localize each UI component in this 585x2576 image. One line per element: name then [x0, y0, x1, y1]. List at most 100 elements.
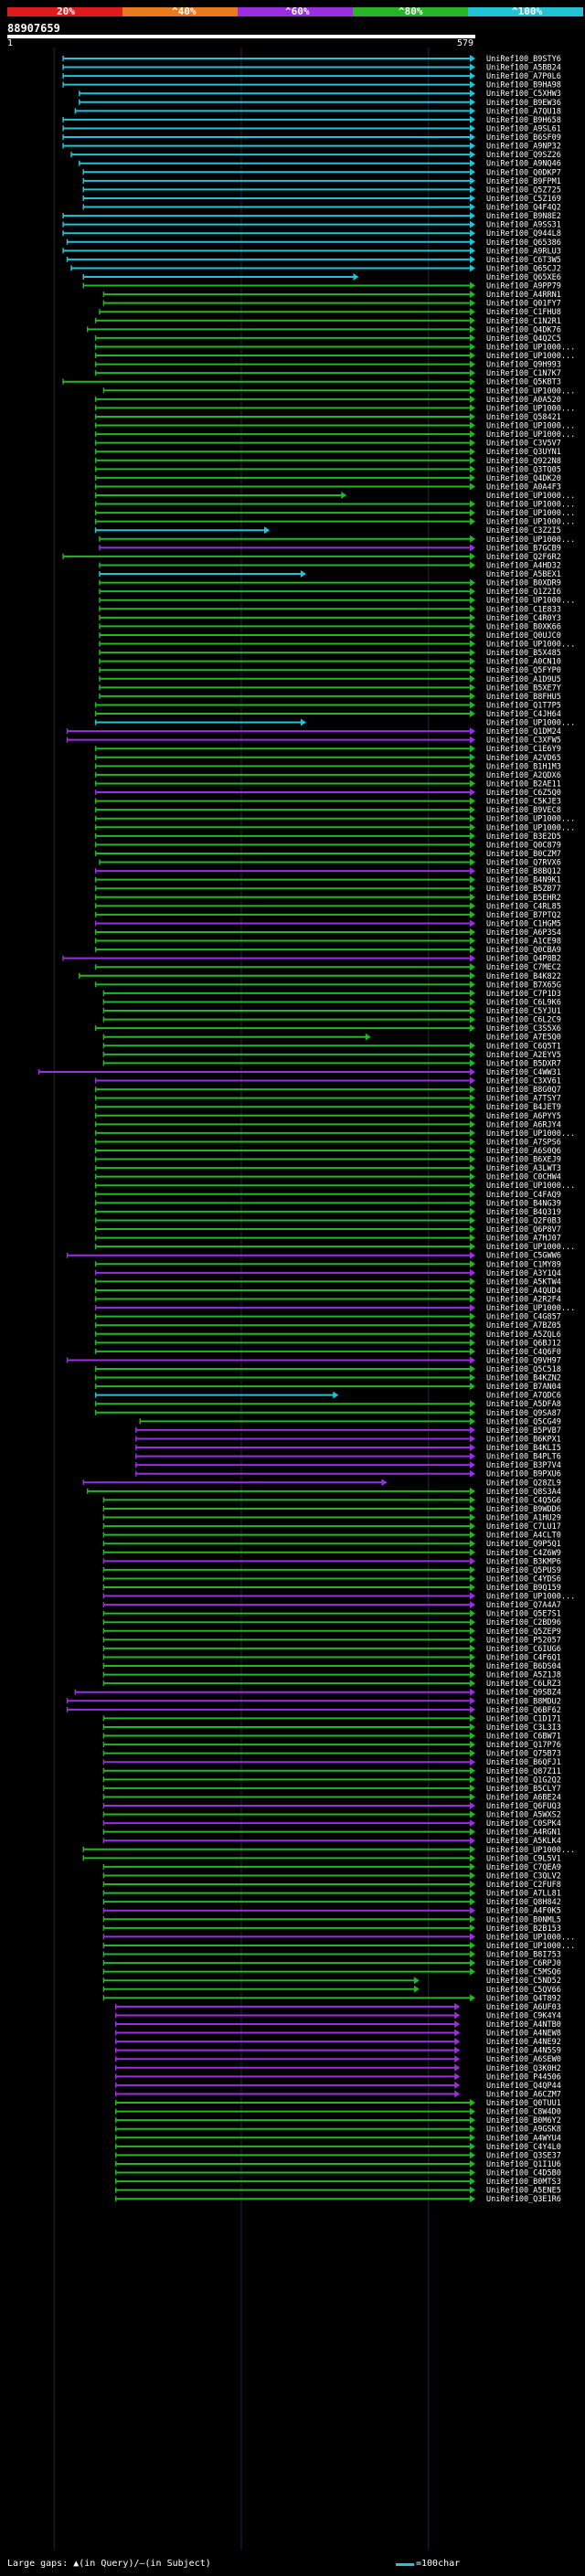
- hit-label[interactable]: UniRef100_A4NE92: [486, 2038, 561, 2047]
- hit-row[interactable]: UniRef100_Q7RVX6: [99, 858, 561, 868]
- hit-row[interactable]: UniRef100_Q9SA87: [94, 1408, 561, 1418]
- hit-row[interactable]: UniRef100_Q6P8V7: [94, 1225, 561, 1235]
- hit-label[interactable]: UniRef100_B0NML5: [486, 1915, 561, 1924]
- hit-label[interactable]: UniRef100_Q8H842: [486, 1898, 561, 1907]
- hit-label[interactable]: UniRef100_B9EW36: [486, 99, 561, 108]
- hit-row[interactable]: UniRef100_B5DXR7: [102, 1059, 561, 1068]
- hit-row[interactable]: UniRef100_A7QDC6: [94, 1391, 561, 1401]
- hit-label[interactable]: UniRef100_A6BE24: [486, 1793, 561, 1802]
- hit-row[interactable]: UniRef100_A9PP79: [82, 281, 561, 292]
- hit-row[interactable]: UniRef100_B8BQ12: [94, 867, 561, 876]
- hit-label[interactable]: UniRef100_A1HU29: [486, 1514, 561, 1523]
- hit-row[interactable]: UniRef100_C1D171: [102, 1714, 561, 1723]
- hit-row[interactable]: UniRef100_Q0CBA9: [94, 946, 561, 955]
- hit-label[interactable]: UniRef100_UP1000...: [486, 518, 575, 527]
- hit-label[interactable]: UniRef100_Q0DKP7: [486, 168, 561, 177]
- hit-row[interactable]: UniRef100_Q944L8: [62, 229, 561, 239]
- hit-row[interactable]: UniRef100_C7QEA9: [102, 1862, 561, 1872]
- hit-row[interactable]: UniRef100_UP1000...: [94, 404, 576, 413]
- hit-row[interactable]: UniRef100_C6Z5Q0: [94, 789, 561, 798]
- hit-row[interactable]: UniRef100_Q5PUS9: [102, 1565, 561, 1575]
- hit-row[interactable]: UniRef100_A5DFA8: [94, 1400, 561, 1409]
- hit-row[interactable]: UniRef100_UP1000...: [94, 430, 576, 440]
- hit-label[interactable]: UniRef100_Q65386: [486, 239, 561, 248]
- hit-label[interactable]: UniRef100_Q5FYP0: [486, 666, 561, 675]
- hit-label[interactable]: UniRef100_A4RRN1: [486, 291, 561, 300]
- hit-row[interactable]: UniRef100_C1E833: [99, 605, 561, 614]
- hit-row[interactable]: UniRef100_A7TSY7: [94, 1094, 561, 1104]
- hit-label[interactable]: UniRef100_C0SPK4: [486, 1819, 561, 1829]
- hit-label[interactable]: UniRef100_A6UF03: [486, 2003, 561, 2012]
- hit-label[interactable]: UniRef100_Q4DK20: [486, 474, 561, 483]
- hit-label[interactable]: UniRef100_UP1000...: [486, 641, 575, 650]
- hit-row[interactable]: UniRef100_A6UF03: [114, 2002, 561, 2012]
- hit-label[interactable]: UniRef100_A5KLK4: [486, 1837, 561, 1846]
- hit-row[interactable]: UniRef100_UP1000...: [99, 535, 575, 545]
- hit-row[interactable]: UniRef100_B9STY6: [62, 55, 561, 64]
- hit-label[interactable]: UniRef100_Q1I1U6: [486, 2160, 561, 2169]
- hit-label[interactable]: UniRef100_A7SPS6: [486, 1138, 561, 1147]
- hit-label[interactable]: UniRef100_C2BD96: [486, 1618, 561, 1627]
- hit-label[interactable]: UniRef100_C6LRZ3: [486, 1680, 561, 1689]
- hit-label[interactable]: UniRef100_Q4F4Q2: [486, 204, 561, 213]
- hit-row[interactable]: UniRef100_C1N2R1: [94, 316, 561, 326]
- hit-label[interactable]: UniRef100_C5ND52: [486, 1977, 561, 1986]
- hit-label[interactable]: UniRef100_B6SF09: [486, 133, 561, 143]
- hit-row[interactable]: UniRef100_A4RGN1: [102, 1828, 561, 1838]
- hit-row[interactable]: UniRef100_UP1000...: [99, 596, 575, 606]
- hit-row[interactable]: UniRef100_B2B153: [102, 1924, 561, 1934]
- hit-row[interactable]: UniRef100_Q4QP44: [114, 2081, 561, 2091]
- hit-label[interactable]: UniRef100_C3S5X6: [486, 1024, 561, 1034]
- hit-row[interactable]: UniRef100_B1H1M3: [94, 762, 561, 771]
- hit-row[interactable]: UniRef100_A7QU18: [74, 107, 561, 116]
- hit-label[interactable]: UniRef100_B1H1M3: [486, 762, 561, 771]
- hit-label[interactable]: UniRef100_C7P1D3: [486, 990, 561, 999]
- hit-row[interactable]: UniRef100_Q9H993: [94, 360, 561, 370]
- hit-row[interactable]: UniRef100_UP1000...: [94, 352, 576, 361]
- hit-label[interactable]: UniRef100_C6Q5T1: [486, 1042, 561, 1051]
- hit-label[interactable]: UniRef100_Q9VH97: [486, 1356, 561, 1365]
- hit-label[interactable]: UniRef100_B3KMP6: [486, 1557, 561, 1566]
- hit-row[interactable]: UniRef100_Q0UJC0: [99, 631, 561, 641]
- hit-row[interactable]: UniRef100_Q0DKP7: [82, 168, 561, 177]
- hit-row[interactable]: UniRef100_C1N7K7: [94, 369, 561, 378]
- hit-label[interactable]: UniRef100_A3Y1Q4: [486, 1269, 561, 1278]
- hit-row[interactable]: UniRef100_C1E6Y9: [94, 745, 561, 754]
- hit-label[interactable]: UniRef100_Q2F6R2: [486, 553, 561, 562]
- hit-label[interactable]: UniRef100_B7GCB9: [486, 544, 561, 553]
- hit-row[interactable]: UniRef100_C7LU17: [102, 1522, 561, 1532]
- hit-label[interactable]: UniRef100_C1FHU8: [486, 308, 561, 317]
- hit-label[interactable]: UniRef100_C5Z169: [486, 195, 561, 204]
- hit-label[interactable]: UniRef100_UP1000...: [486, 1129, 575, 1139]
- hit-row[interactable]: UniRef100_Q3TQ05: [94, 465, 561, 474]
- hit-label[interactable]: UniRef100_A3LWT3: [486, 1164, 561, 1173]
- hit-row[interactable]: UniRef100_A6PYY5: [94, 1111, 561, 1121]
- hit-row[interactable]: UniRef100_A6SEW0: [114, 2055, 561, 2064]
- hit-label[interactable]: UniRef100_C6RPJ0: [486, 1959, 561, 1968]
- hit-row[interactable]: UniRef100_B9WDD6: [102, 1504, 561, 1514]
- hit-label[interactable]: UniRef100_B2B153: [486, 1924, 561, 1934]
- hit-row[interactable]: UniRef100_B4NG39: [94, 1199, 561, 1208]
- hit-row[interactable]: UniRef100_A6S0Q6: [94, 1147, 561, 1156]
- hit-row[interactable]: UniRef100_C5KJE3: [94, 797, 561, 807]
- hit-label[interactable]: UniRef100_B5ZB77: [486, 885, 561, 894]
- hit-row[interactable]: UniRef100_A9GSK8: [114, 2125, 561, 2135]
- hit-row[interactable]: UniRef100_A9SS31: [62, 220, 561, 230]
- hit-label[interactable]: UniRef100_C8W4D0: [486, 2108, 561, 2117]
- hit-label[interactable]: UniRef100_B0MTS3: [486, 2178, 561, 2187]
- hit-row[interactable]: UniRef100_Q3E1R6: [114, 2195, 561, 2204]
- hit-label[interactable]: UniRef100_A5DFA8: [486, 1400, 561, 1409]
- hit-row[interactable]: UniRef100_C6RPJ0: [102, 1959, 561, 1968]
- hit-row[interactable]: UniRef100_UP1000...: [102, 1933, 575, 1942]
- hit-row[interactable]: UniRef100_C6L9K6: [102, 998, 561, 1007]
- hit-label[interactable]: UniRef100_B9FPM1: [486, 177, 561, 186]
- hit-row[interactable]: UniRef100_Q5ZEP9: [102, 1627, 561, 1637]
- hit-row[interactable]: UniRef100_C5MSQ6: [102, 1967, 561, 1977]
- hit-label[interactable]: UniRef100_B9WDD6: [486, 1505, 561, 1514]
- hit-row[interactable]: UniRef100_A6BE24: [102, 1793, 561, 1802]
- hit-row[interactable]: UniRef100_Q6BJ12: [94, 1339, 561, 1348]
- hit-label[interactable]: UniRef100_C3QLV2: [486, 1871, 561, 1881]
- hit-row[interactable]: UniRef100_A4F0K5: [102, 1906, 561, 1916]
- hit-row[interactable]: UniRef100_Q4F4Q2: [82, 203, 561, 213]
- hit-row[interactable]: UniRef100_Q9VH97: [66, 1356, 561, 1365]
